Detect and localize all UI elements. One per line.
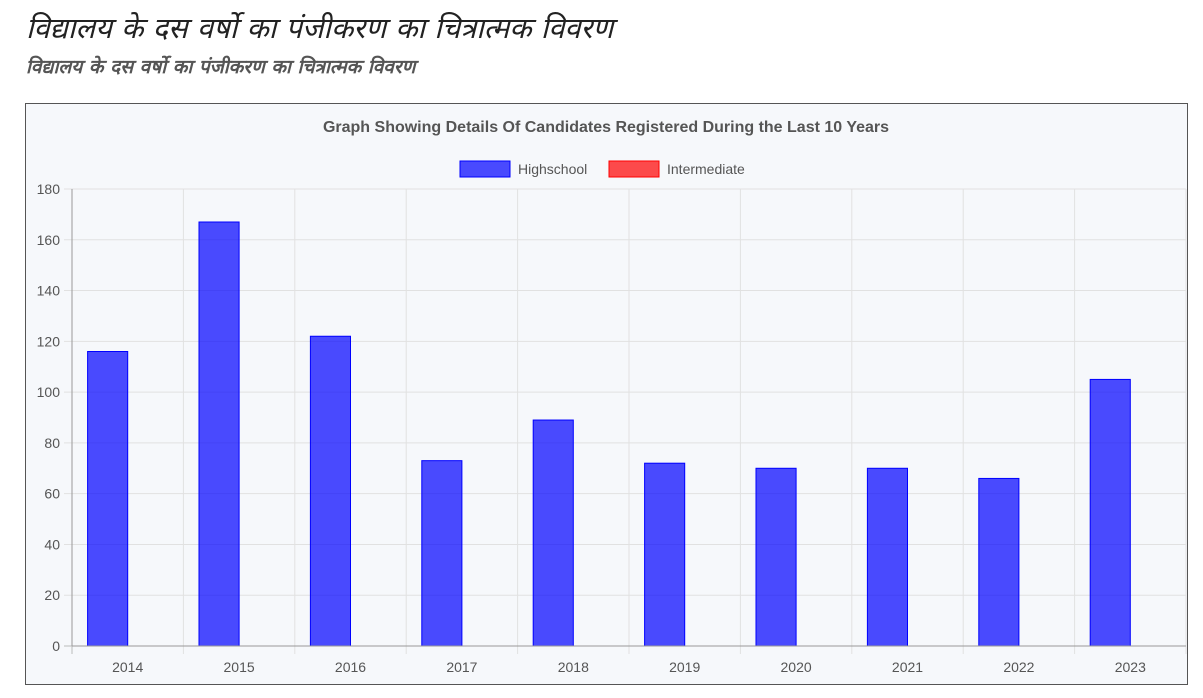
bar-highschool-2016[interactable] (309, 335, 351, 647)
x-tick-label: 2022 (1003, 659, 1034, 675)
y-tick-label: 60 (44, 486, 60, 502)
y-tick-label: 80 (44, 435, 60, 451)
registration-bar-chart: Graph Showing Details Of Candidates Regi… (37, 119, 1187, 675)
bar-highschool-2019[interactable] (644, 462, 686, 647)
page-heading: विद्यालय के दस वर्षो का पंजीकरण का चित्र… (26, 11, 614, 45)
x-tick-label: 2018 (558, 659, 589, 675)
bar-highschool-2017[interactable] (421, 460, 463, 647)
bar-highschool-2021[interactable] (866, 467, 908, 647)
x-tick-label: 2014 (112, 659, 143, 675)
x-tick-label: 2016 (335, 659, 366, 675)
y-tick-label: 140 (37, 283, 61, 299)
legend-swatch-highschool (459, 160, 511, 178)
chart-bars (87, 221, 1131, 647)
chart-axes (71, 189, 1186, 647)
y-tick-label: 100 (37, 384, 61, 400)
legend-item-intermediate[interactable]: Intermediate (608, 160, 745, 178)
legend-item-highschool[interactable]: Highschool (459, 160, 587, 178)
chart-title: Graph Showing Details Of Candidates Regi… (323, 119, 889, 136)
y-tick-label: 0 (52, 638, 60, 654)
bar-highschool-2015[interactable] (198, 221, 240, 647)
bar-highschool-2022[interactable] (978, 477, 1020, 647)
legend-label-highschool: Highschool (518, 161, 587, 177)
legend-label-intermediate: Intermediate (667, 161, 745, 177)
chart-panel: Graph Showing Details Of Candidates Regi… (25, 103, 1188, 685)
x-tick-label: 2020 (781, 659, 812, 675)
x-tick-label: 2019 (669, 659, 700, 675)
y-tick-label: 160 (37, 232, 61, 248)
legend-swatch-intermediate (608, 160, 660, 178)
chart-legend: Highschool Intermediate (459, 160, 745, 178)
bar-highschool-2023[interactable] (1089, 378, 1131, 647)
y-tick-label: 40 (44, 536, 60, 552)
x-tick-label: 2023 (1115, 659, 1146, 675)
bar-highschool-2020[interactable] (755, 467, 797, 647)
chart-tick-labels: 0 20 40 60 80 100 120 140 160 180 2014 2015 2016 2017… (37, 181, 1146, 675)
x-tick-label: 2021 (892, 659, 923, 675)
x-tick-label: 2017 (446, 659, 477, 675)
y-tick-label: 180 (37, 181, 61, 197)
bar-highschool-2014[interactable] (87, 350, 129, 647)
bar-highschool-2018[interactable] (532, 419, 574, 647)
y-tick-label: 120 (37, 333, 61, 349)
y-tick-label: 20 (44, 587, 60, 603)
x-tick-label: 2015 (224, 659, 255, 675)
page-subheading: विद्यालय के दस वर्षो का पंजीकरण का चित्र… (26, 56, 416, 78)
